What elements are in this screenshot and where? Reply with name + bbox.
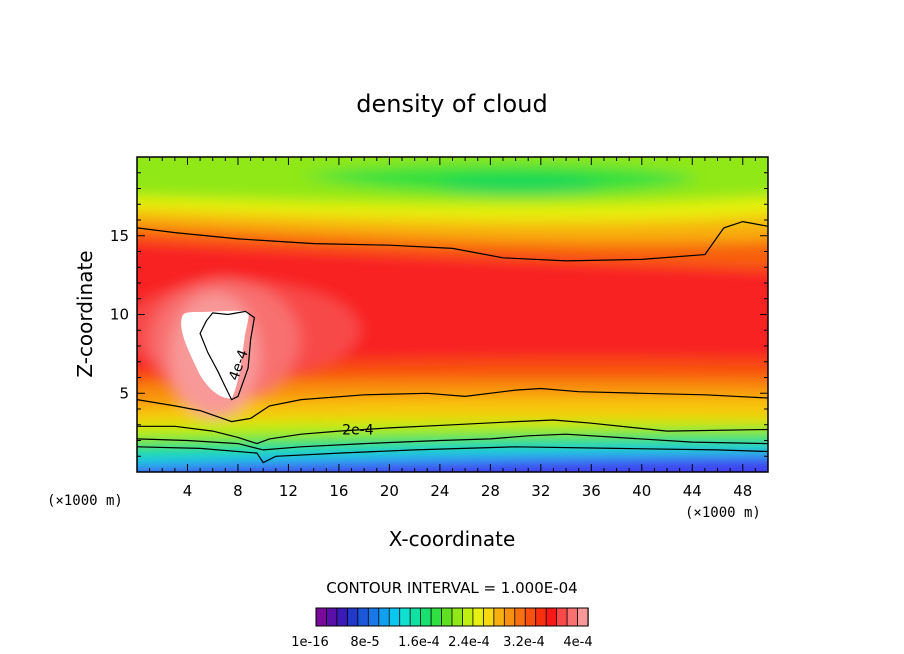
colorbar-label: 3.2e-4 — [503, 635, 545, 650]
colorbar-labels: 1e-16 8e-5 1.6e-4 2.4e-4 3.2e-4 4e-4 — [291, 635, 592, 650]
colorbar-swatch — [462, 607, 474, 627]
x-tick-label: 48 — [733, 482, 752, 500]
contour-line — [137, 220, 768, 262]
colorbar-swatch — [441, 607, 453, 627]
colorbar-swatch — [556, 607, 568, 627]
colorbar-label: 4e-4 — [563, 635, 592, 650]
colorbar-label: 8e-5 — [350, 635, 379, 650]
colorbar-swatch — [430, 607, 443, 627]
contour-line — [137, 446, 768, 464]
x-tick-label: 12 — [279, 482, 298, 500]
colorbar — [315, 607, 589, 627]
colorbar-swatch — [535, 607, 547, 627]
y-tick-label: 10 — [110, 306, 129, 324]
x-tick-label: 24 — [430, 482, 449, 500]
peak-region — [181, 310, 249, 399]
contour-lines — [137, 220, 768, 464]
y-axis: 5 10 15 — [110, 172, 768, 457]
x-tick-label: 40 — [632, 482, 651, 500]
x-unit-right: (×1000 m) — [685, 505, 761, 521]
x-tick-label: 16 — [329, 482, 348, 500]
heatmap-field — [137, 157, 768, 472]
contour-line — [137, 387, 768, 423]
colorbar-swatch — [378, 607, 390, 627]
colorbar-frame — [315, 607, 589, 627]
colorbar-swatch — [472, 607, 485, 627]
colorbar-swatch — [326, 607, 338, 627]
y-axis-label: Z-coordinate — [73, 250, 97, 377]
x-tick-label: 44 — [683, 482, 702, 500]
y-tick-label: 5 — [119, 384, 129, 402]
colorbar-swatch — [388, 607, 401, 627]
colorbar-swatch — [409, 607, 422, 627]
colorbar-swatch — [336, 607, 349, 627]
x-tick-label: 36 — [582, 482, 601, 500]
x-tick-label: 32 — [531, 482, 550, 500]
contour-line — [137, 419, 768, 445]
colorbar-swatch — [346, 607, 359, 627]
colorbar-swatch — [566, 607, 579, 627]
x-unit-left: (×1000 m) — [47, 493, 123, 509]
contour-label: 2e-4 — [342, 423, 374, 439]
x-tick-label: 28 — [481, 482, 500, 500]
colorbar-swatch — [420, 607, 432, 627]
colorbar-swatch — [357, 607, 370, 627]
colorbar-label: 1e-16 — [291, 635, 329, 650]
colorbar-swatch — [503, 607, 516, 627]
colorbar-swatch — [367, 607, 380, 627]
colorbar-swatch — [399, 607, 411, 627]
x-axis: 4 8 12 16 20 24 28 32 36 40 44 48 — [149, 157, 756, 500]
band-green-core — [440, 175, 600, 195]
x-tick-label: 8 — [233, 482, 243, 500]
x-tick-label: 4 — [183, 482, 193, 500]
x-tick-label: 20 — [380, 482, 399, 500]
colorbar-swatch — [315, 607, 328, 627]
colorbar-swatch — [524, 607, 537, 627]
x-axis-label: X-coordinate — [389, 527, 516, 551]
contour-line — [137, 433, 768, 451]
colorbar-swatch — [451, 607, 464, 627]
colorbar-label: 2.4e-4 — [448, 635, 490, 650]
contour-interval: CONTOUR INTERVAL = 1.000E-04 — [326, 579, 577, 597]
colorbar-swatch — [493, 607, 506, 627]
chart-title: density of cloud — [356, 90, 547, 118]
colorbar-swatch — [545, 607, 558, 627]
colorbar-swatch — [577, 607, 589, 627]
colorbar-label: 1.6e-4 — [398, 635, 440, 650]
colorbar-swatch — [514, 607, 526, 627]
colorbar-swatch — [482, 607, 495, 627]
y-tick-label: 15 — [110, 227, 129, 245]
contour-line — [199, 310, 256, 401]
